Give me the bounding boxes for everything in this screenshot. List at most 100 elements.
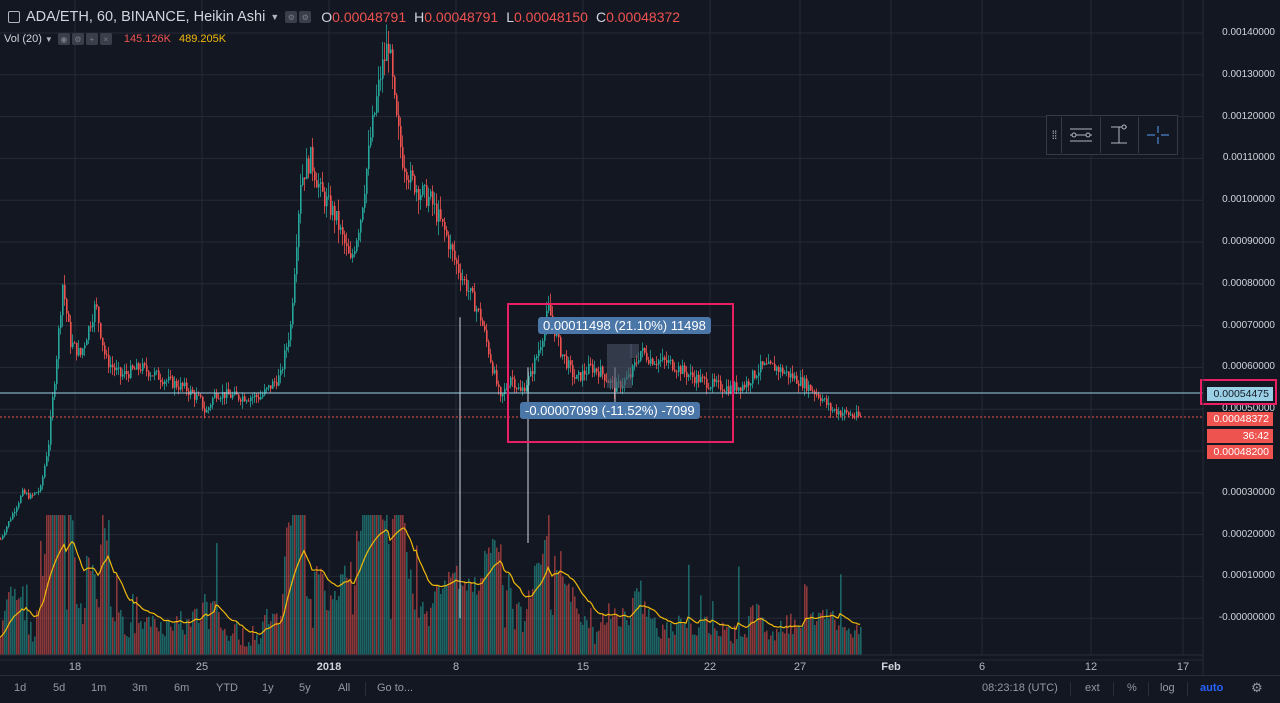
- highlight-box-measure: [507, 303, 734, 443]
- volume-bar: [148, 616, 150, 655]
- volume-bar: [568, 583, 570, 655]
- candle-body: [164, 381, 166, 385]
- add-icon[interactable]: +: [85, 33, 98, 45]
- candle-body: [46, 456, 48, 467]
- volume-ma-line: [0, 527, 861, 638]
- volume-bar: [110, 606, 112, 655]
- chevron-down-icon[interactable]: ▼: [44, 34, 53, 44]
- volume-bar: [730, 640, 732, 655]
- volume-bar: [546, 536, 548, 655]
- settings-icon[interactable]: ⚙: [71, 33, 84, 45]
- volume-bar: [430, 607, 432, 655]
- range-1m[interactable]: 1m: [91, 682, 107, 694]
- candle-body: [600, 366, 602, 377]
- volume-bar: [842, 627, 844, 655]
- close-icon[interactable]: ×: [99, 33, 112, 45]
- settings-icon[interactable]: ⚙: [285, 11, 298, 23]
- volume-bar: [766, 630, 768, 655]
- volume-label[interactable]: Vol (20): [4, 33, 42, 45]
- ext-toggle[interactable]: ext: [1085, 682, 1100, 694]
- volume-bar: [638, 591, 640, 655]
- candle-body: [712, 378, 714, 388]
- format-icon[interactable]: ⚙: [299, 11, 312, 23]
- log-toggle[interactable]: log: [1160, 682, 1175, 694]
- candle-body: [784, 372, 786, 374]
- utc-clock[interactable]: 08:23:18 (UTC): [982, 682, 1058, 694]
- candle-body: [198, 394, 200, 396]
- volume-bars: [0, 515, 862, 655]
- crosshair-icon[interactable]: [1138, 117, 1177, 153]
- candle-body: [602, 366, 604, 375]
- candle-body: [808, 384, 810, 391]
- lines-icon[interactable]: [1060, 117, 1100, 153]
- volume-bar: [104, 528, 106, 655]
- percent-toggle[interactable]: %: [1127, 682, 1137, 694]
- volume-bar: [528, 590, 530, 655]
- candle-body: [362, 207, 364, 221]
- range-5d[interactable]: 5d: [53, 682, 66, 694]
- range-ytd[interactable]: YTD: [216, 682, 238, 694]
- chevron-down-icon[interactable]: ▼: [270, 12, 280, 22]
- volume-bar: [414, 609, 416, 655]
- candle-body: [604, 374, 606, 381]
- candle-body: [214, 392, 216, 398]
- candle-body: [780, 367, 782, 372]
- candle-body: [580, 372, 582, 381]
- candle-body: [752, 370, 754, 384]
- price-tick-label: 0.00110000: [1222, 152, 1275, 164]
- candle-body: [454, 250, 456, 260]
- volume-bar: [456, 565, 458, 655]
- candle-body: [488, 341, 490, 355]
- candle-body: [528, 376, 530, 386]
- volume-bar: [776, 629, 778, 655]
- candle-body: [398, 115, 400, 127]
- volume-bar: [522, 632, 524, 655]
- collapse-icon[interactable]: [8, 11, 20, 23]
- volume-bar: [186, 619, 188, 655]
- volume-bar: [206, 601, 208, 655]
- ohlc-high-value: 0.00048791: [424, 9, 499, 25]
- eye-icon[interactable]: ◉: [57, 33, 70, 45]
- range-1y[interactable]: 1y: [262, 682, 274, 694]
- volume-bar: [234, 624, 236, 655]
- range-3m[interactable]: 3m: [132, 682, 148, 694]
- gear-icon[interactable]: ⚙: [1251, 680, 1263, 695]
- volume-bar: [690, 623, 692, 655]
- symbol-title[interactable]: ADA/ETH, 60, BINANCE, Heikin Ashi: [26, 9, 266, 25]
- candle-body: [418, 189, 420, 200]
- candle-body: [166, 380, 168, 382]
- range-all[interactable]: All: [338, 682, 351, 694]
- candle-body: [186, 382, 188, 392]
- candle-body: [694, 376, 696, 384]
- volume-bar: [124, 634, 126, 655]
- candle-body: [250, 397, 252, 401]
- candle-body: [292, 302, 294, 325]
- auto-toggle[interactable]: auto: [1200, 682, 1224, 694]
- volume-bar: [392, 518, 394, 655]
- price-range-icon[interactable]: [1099, 117, 1139, 153]
- volume-bar: [50, 515, 52, 655]
- volume-bar: [530, 598, 532, 655]
- candle-body: [510, 377, 512, 386]
- volume-bar: [270, 621, 272, 655]
- candle-body: [636, 362, 638, 364]
- range-1d[interactable]: 1d: [14, 682, 27, 694]
- range-5y[interactable]: 5y: [299, 682, 311, 694]
- volume-bar: [318, 574, 320, 655]
- range-6m[interactable]: 6m: [174, 682, 190, 694]
- candle-body: [576, 374, 578, 379]
- volume-bar: [606, 622, 608, 655]
- volume-bar: [204, 593, 206, 655]
- candle-body: [588, 363, 590, 374]
- volume-bar: [470, 581, 472, 655]
- candle-body: [52, 396, 54, 417]
- candle-body: [240, 399, 242, 402]
- candle-body: [132, 365, 134, 369]
- candle-body: [174, 381, 176, 388]
- drag-handle-icon[interactable]: ⁞⁞: [1051, 128, 1058, 142]
- candle-body: [462, 279, 464, 281]
- volume-bar: [290, 525, 292, 655]
- volume-bar: [116, 575, 118, 655]
- goto-button[interactable]: Go to...: [377, 682, 414, 694]
